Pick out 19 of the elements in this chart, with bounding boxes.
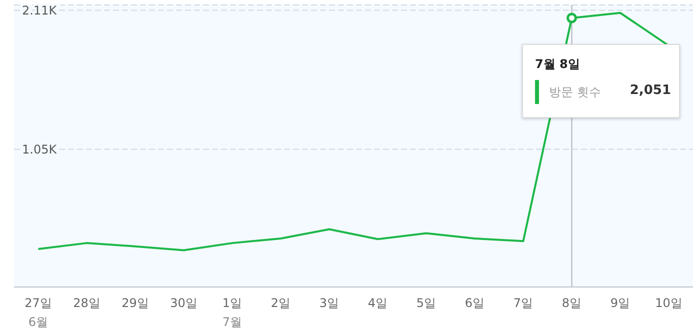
x-tick-label: 9일 [610, 296, 630, 310]
x-tick-label: 4일 [368, 296, 388, 310]
x-tick-label: 29일 [122, 296, 149, 310]
x-tick-label: 2일 [270, 296, 291, 310]
y-tick-label: 2.11K [22, 3, 58, 18]
x-tick-label: 30일 [170, 296, 198, 310]
x-tick-label: 28일 [73, 296, 100, 310]
x-tick-label: 7일 [513, 296, 534, 310]
x-tick-label: 8일 [562, 296, 582, 310]
x-tick-label: 3일 [319, 296, 340, 310]
y-tick-label: 1.05K [22, 142, 58, 156]
annotation: 7월 8일 [535, 56, 580, 73]
annotation: 2,051 [630, 83, 671, 98]
x-tick-label: 1일 7월 [222, 296, 242, 329]
x-tick-label: 27일 6월 [24, 296, 52, 329]
legend-label: 방문 횟수 [549, 84, 601, 101]
x-tick-label: 10일 [655, 296, 682, 310]
x-tick-label: 5일 [416, 296, 436, 310]
x-tick-label: 6일 [464, 296, 485, 310]
